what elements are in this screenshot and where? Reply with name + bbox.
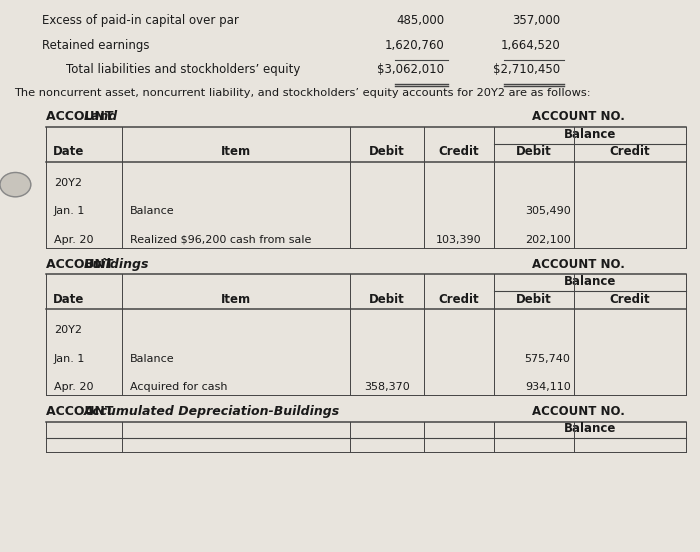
Text: 357,000: 357,000 bbox=[512, 14, 560, 27]
Text: Debit: Debit bbox=[369, 145, 405, 158]
Text: Item: Item bbox=[221, 145, 251, 158]
Text: Balance: Balance bbox=[130, 206, 174, 216]
Text: Apr. 20: Apr. 20 bbox=[54, 383, 93, 392]
Text: ACCOUNT NO.: ACCOUNT NO. bbox=[532, 110, 625, 124]
Text: ACCOUNT: ACCOUNT bbox=[46, 110, 118, 124]
Text: Debit: Debit bbox=[516, 145, 552, 158]
Text: 1,620,760: 1,620,760 bbox=[385, 39, 444, 52]
Text: Jan. 1: Jan. 1 bbox=[54, 354, 85, 364]
Text: 934,110: 934,110 bbox=[525, 383, 570, 392]
Text: The noncurrent asset, noncurrent liability, and stockholders’ equity accounts fo: The noncurrent asset, noncurrent liabili… bbox=[14, 88, 591, 98]
Text: Retained earnings: Retained earnings bbox=[42, 39, 150, 52]
Text: Credit: Credit bbox=[438, 145, 479, 158]
Text: ACCOUNT NO.: ACCOUNT NO. bbox=[532, 405, 625, 418]
Circle shape bbox=[0, 172, 31, 197]
Text: Debit: Debit bbox=[369, 293, 405, 306]
Text: Jan. 1: Jan. 1 bbox=[54, 206, 85, 216]
Text: 358,370: 358,370 bbox=[364, 383, 409, 392]
Text: Date: Date bbox=[52, 145, 84, 158]
Text: Balance: Balance bbox=[564, 422, 616, 436]
Text: Apr. 20: Apr. 20 bbox=[54, 235, 93, 245]
Text: 103,390: 103,390 bbox=[435, 235, 482, 245]
Text: 20Y2: 20Y2 bbox=[54, 325, 82, 335]
Text: 1,664,520: 1,664,520 bbox=[500, 39, 560, 52]
Text: Credit: Credit bbox=[610, 145, 650, 158]
Text: $2,710,450: $2,710,450 bbox=[493, 63, 560, 77]
Text: Item: Item bbox=[221, 293, 251, 306]
Text: Excess of paid-in capital over par: Excess of paid-in capital over par bbox=[42, 14, 239, 27]
Text: 485,000: 485,000 bbox=[396, 14, 444, 27]
Text: Land: Land bbox=[83, 110, 118, 124]
Text: Balance: Balance bbox=[564, 128, 616, 141]
Text: Credit: Credit bbox=[610, 293, 650, 306]
Text: ACCOUNT: ACCOUNT bbox=[46, 405, 118, 418]
Text: 20Y2: 20Y2 bbox=[54, 178, 82, 188]
Text: 305,490: 305,490 bbox=[525, 206, 570, 216]
Text: Total liabilities and stockholders’ equity: Total liabilities and stockholders’ equi… bbox=[66, 63, 301, 77]
Text: Date: Date bbox=[52, 293, 84, 306]
Text: >: > bbox=[10, 179, 21, 193]
Text: ACCOUNT NO.: ACCOUNT NO. bbox=[532, 258, 625, 271]
Text: Balance: Balance bbox=[130, 354, 174, 364]
Text: 575,740: 575,740 bbox=[524, 354, 570, 364]
Text: Accumulated Depreciation-Buildings: Accumulated Depreciation-Buildings bbox=[83, 405, 340, 418]
Text: Buildings: Buildings bbox=[83, 258, 149, 271]
Text: Debit: Debit bbox=[516, 293, 552, 306]
Text: $3,062,010: $3,062,010 bbox=[377, 63, 444, 77]
Text: 202,100: 202,100 bbox=[525, 235, 570, 245]
Text: ACCOUNT: ACCOUNT bbox=[46, 258, 118, 271]
Text: Acquired for cash: Acquired for cash bbox=[130, 383, 227, 392]
Text: Balance: Balance bbox=[564, 275, 616, 288]
Text: Realized $96,200 cash from sale: Realized $96,200 cash from sale bbox=[130, 235, 311, 245]
Text: Credit: Credit bbox=[438, 293, 479, 306]
